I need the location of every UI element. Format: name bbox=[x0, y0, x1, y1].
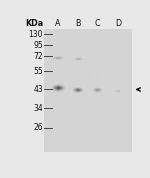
Text: 26: 26 bbox=[34, 123, 43, 132]
Text: C: C bbox=[95, 19, 101, 28]
Text: KDa: KDa bbox=[25, 19, 43, 28]
Text: D: D bbox=[115, 19, 121, 28]
Text: 72: 72 bbox=[34, 52, 43, 61]
Bar bbox=[44, 29, 132, 152]
Text: 34: 34 bbox=[33, 104, 43, 113]
Text: B: B bbox=[75, 19, 81, 28]
Text: 95: 95 bbox=[33, 41, 43, 50]
Text: 55: 55 bbox=[33, 67, 43, 76]
Text: 130: 130 bbox=[29, 30, 43, 39]
Text: A: A bbox=[55, 19, 60, 28]
Text: 43: 43 bbox=[33, 85, 43, 94]
